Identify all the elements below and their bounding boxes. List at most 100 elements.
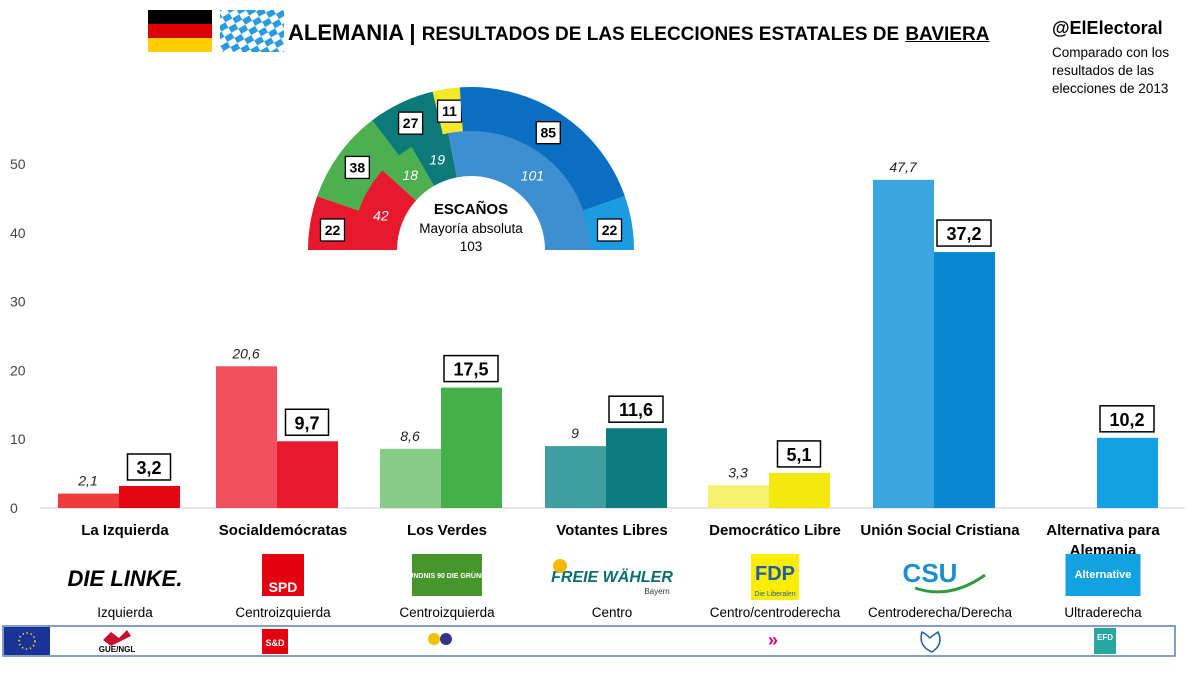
bar <box>119 485 180 508</box>
data-label-2018: 9,7 <box>294 413 319 433</box>
seat-segment <box>382 146 434 201</box>
ideology-label: Centroderecha/Derecha <box>868 605 1013 620</box>
sunflower-icon <box>428 633 440 645</box>
party-logo-text: Alternative <box>1075 569 1132 581</box>
data-label-2018: 17,5 <box>453 360 488 380</box>
seat-segment <box>448 131 590 250</box>
data-label-2013: 9 <box>571 425 579 441</box>
data-label-box <box>443 354 499 383</box>
party-logo: FREIE WÄHLER <box>551 568 673 586</box>
data-label-2018: 10,2 <box>1109 410 1144 430</box>
data-label-2018: 5,1 <box>786 445 811 465</box>
title-prefix: RESULTADOS DE LAS ELECCIONES ESTATALES D… <box>421 24 900 45</box>
party-logo <box>412 554 482 596</box>
gue-ngl-icon <box>103 630 131 646</box>
seat-label-current: 85 <box>540 125 556 141</box>
y-tick-label: 0 <box>10 500 18 516</box>
ideology-label: Centro/centroderecha <box>710 605 841 620</box>
eu-group-logo <box>262 629 288 654</box>
majority-label: Mayoría absoluta <box>419 221 523 236</box>
data-label-box <box>608 395 664 423</box>
seat-label-previous: 42 <box>373 207 389 223</box>
party-logo <box>751 554 799 600</box>
category-label: Alternativa para <box>1046 522 1160 539</box>
page-title: ALEMANIA | RESULTADOS DE LAS ELECCIONES … <box>288 20 989 46</box>
seat-label-current: 11 <box>442 103 457 119</box>
data-label-2013: 20,6 <box>231 345 259 361</box>
party-logo: DIE LINKE. <box>68 566 183 591</box>
seat-label-box <box>344 155 370 180</box>
y-tick-label: 30 <box>10 294 26 310</box>
party-logo-text: SPD <box>269 579 298 595</box>
seat-segment <box>411 133 457 186</box>
eu-groups-strip <box>2 625 1176 657</box>
eu-group-label: EFD <box>1097 633 1113 642</box>
title-separator: | <box>409 20 416 45</box>
party-logo-text: BÜNDNIS 90 DIE GRÜNEN <box>403 571 491 580</box>
seat-segment <box>352 170 417 250</box>
data-label-box <box>936 219 992 247</box>
seat-label-box <box>535 121 561 145</box>
eu-group-label: GUE/NGL <box>99 645 136 654</box>
y-tick-label: 20 <box>10 362 26 378</box>
seat-label-previous: 101 <box>521 168 544 184</box>
csu-swoosh-icon <box>914 573 986 594</box>
data-label-box <box>126 453 172 481</box>
seat-label-box <box>596 218 623 242</box>
bar <box>277 441 338 508</box>
title-country: ALEMANIA <box>288 20 404 45</box>
bar <box>545 446 606 508</box>
efa-icon <box>440 633 452 645</box>
bavaria-flag-icon <box>220 10 284 52</box>
party-logo-sub: Bayern <box>644 587 669 596</box>
category-label: Democrático Libre <box>709 522 841 539</box>
data-label-box <box>776 440 822 468</box>
ideology-label: Izquierda <box>97 605 153 620</box>
eu-flag-icon <box>4 627 50 655</box>
party-logo: CSU <box>903 558 958 588</box>
bar <box>606 428 667 508</box>
seat-label-current: 22 <box>325 222 341 238</box>
category-label: Socialdemócratas <box>219 522 347 539</box>
data-label-2013: 8,6 <box>400 428 420 444</box>
party-logo <box>1065 554 1141 596</box>
bar <box>708 485 769 508</box>
category-label: Unión Social Cristiana <box>860 522 1020 539</box>
category-label: Votantes Libres <box>556 522 667 539</box>
ideology-label: Ultraderecha <box>1064 605 1142 620</box>
data-label-2018: 11,6 <box>619 400 653 420</box>
epp-heart-icon <box>920 630 941 653</box>
seats-title: ESCAÑOS <box>434 200 508 218</box>
comparison-note: Comparado con los resultados de las elec… <box>1052 45 1170 96</box>
seat-label-previous: 18 <box>402 167 418 183</box>
eu-group-label: S&D <box>265 638 285 648</box>
author-handle: @ElElectoral <box>1052 18 1163 38</box>
category-label: La Izquierda <box>81 522 169 539</box>
german-flag-icon <box>148 10 212 52</box>
sun-icon <box>553 559 567 573</box>
seat-label-box <box>397 111 424 135</box>
data-label-2013: 2,1 <box>77 473 97 489</box>
y-tick-label: 40 <box>10 225 26 241</box>
seat-label-current: 38 <box>350 159 366 175</box>
alde-chevron-icon: » <box>768 630 778 650</box>
data-label-2018: 3,2 <box>136 458 161 478</box>
seat-label-current: 22 <box>602 222 618 238</box>
ideology-label: Centroizquierda <box>399 605 495 620</box>
data-label-2013: 47,7 <box>889 159 917 175</box>
category-label: Los Verdes <box>407 522 487 539</box>
data-label-2018: 37,2 <box>946 224 981 244</box>
bar <box>58 493 119 508</box>
ideology-label: Centro <box>592 605 633 620</box>
data-label-2013: 3,3 <box>728 464 748 480</box>
party-logo-sub: Die Liberalen <box>754 591 795 598</box>
data-label-box <box>284 408 330 437</box>
majority-value: 103 <box>460 239 483 254</box>
seat-segment <box>459 86 625 211</box>
seat-label-box <box>319 218 346 242</box>
ideology-label: Centroizquierda <box>235 605 331 620</box>
bar <box>934 252 995 508</box>
bar <box>441 387 502 508</box>
